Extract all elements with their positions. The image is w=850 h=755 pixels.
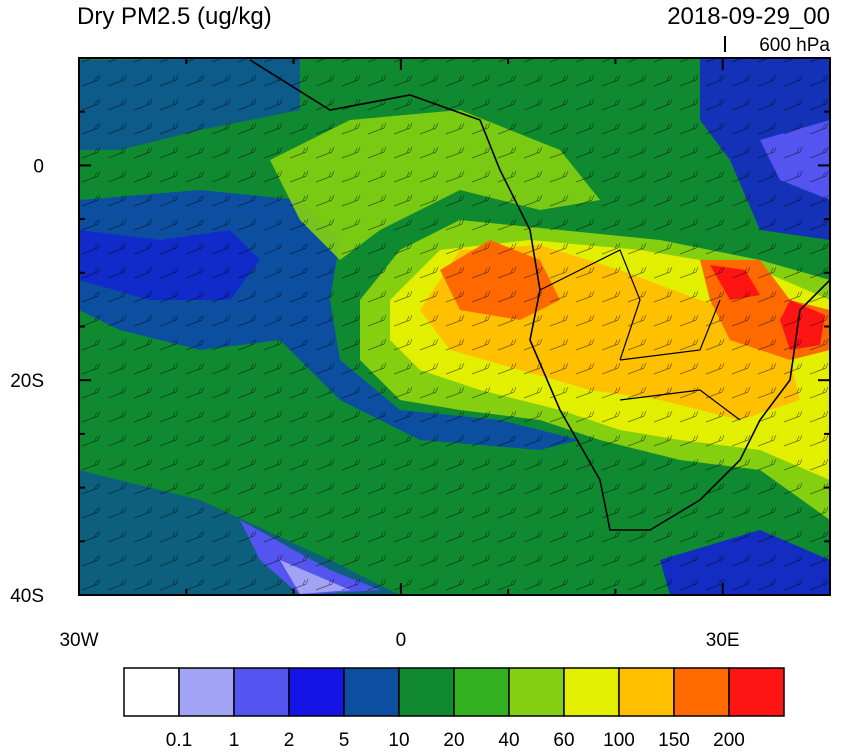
colorbar-box — [233, 667, 290, 717]
title: Dry PM2.5 (ug/kg) — [77, 3, 272, 30]
colorbar-box — [178, 667, 235, 717]
colorbar: 0.1 1 2 5 10 20 40 60 100 150 200 — [123, 667, 785, 751]
colorbar-box — [728, 667, 785, 717]
colorbar-label: 150 — [658, 730, 690, 750]
lon-tick-label: 30W — [59, 630, 98, 651]
colorbar-box — [618, 667, 675, 717]
colorbar-label: 10 — [388, 730, 409, 750]
colorbar-box — [123, 667, 180, 717]
colorbar-label: 20 — [443, 730, 464, 750]
colorbar-label: 100 — [603, 730, 635, 750]
colorbar-label: 0.1 — [166, 730, 192, 750]
colorbar-box — [563, 667, 620, 717]
pm25-field — [79, 58, 830, 595]
lon-tick-label: 30E — [706, 630, 740, 651]
colorbar-label: 200 — [713, 730, 745, 750]
colorbar-box — [673, 667, 730, 717]
level: 600 hPa — [759, 35, 830, 56]
colorbar-box — [508, 667, 565, 717]
lat-tick-label: 40S — [10, 586, 44, 607]
colorbar-box — [288, 667, 345, 717]
lat-tick-label: 0 — [33, 156, 44, 177]
colorbar-box — [398, 667, 455, 717]
colorbar-box — [343, 667, 400, 717]
lat-tick-label: 20S — [10, 371, 44, 392]
colorbar-label: 1 — [229, 730, 240, 750]
lon-tick-label: 0 — [396, 630, 407, 651]
colorbar-label: 5 — [339, 730, 350, 750]
colorbar-label: 2 — [284, 730, 295, 750]
timestamp: 2018-09-29_00 — [667, 3, 830, 30]
axes: 30W 0 30E 0 20S 40S — [10, 58, 831, 651]
colorbar-label: 60 — [553, 730, 574, 750]
colorbar-label: 40 — [498, 730, 519, 750]
colorbar-box — [453, 667, 510, 717]
